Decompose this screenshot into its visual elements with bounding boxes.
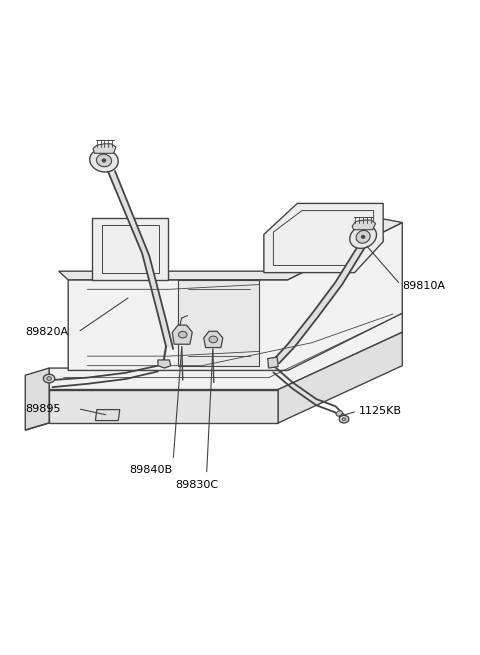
Ellipse shape	[102, 159, 106, 162]
Polygon shape	[352, 220, 375, 230]
Polygon shape	[268, 357, 278, 368]
Polygon shape	[96, 409, 120, 421]
Polygon shape	[93, 143, 116, 153]
Polygon shape	[59, 215, 402, 280]
Ellipse shape	[336, 411, 342, 416]
Polygon shape	[278, 332, 402, 423]
Ellipse shape	[356, 231, 370, 243]
Text: 89810A: 89810A	[402, 281, 445, 291]
Ellipse shape	[361, 235, 365, 238]
Text: 89830C: 89830C	[176, 480, 219, 490]
Ellipse shape	[339, 415, 349, 423]
Polygon shape	[158, 360, 171, 368]
Polygon shape	[49, 313, 402, 390]
Polygon shape	[49, 390, 278, 423]
Polygon shape	[25, 368, 49, 430]
Polygon shape	[204, 331, 223, 348]
Ellipse shape	[179, 331, 187, 338]
Polygon shape	[92, 217, 168, 280]
Polygon shape	[273, 246, 365, 364]
Ellipse shape	[90, 149, 118, 172]
Ellipse shape	[43, 374, 55, 383]
Text: 1125KB: 1125KB	[359, 406, 401, 416]
Text: 89840B: 89840B	[129, 464, 172, 475]
Polygon shape	[68, 223, 402, 371]
Ellipse shape	[47, 377, 51, 381]
Ellipse shape	[96, 154, 111, 167]
Polygon shape	[178, 280, 259, 365]
Polygon shape	[172, 325, 192, 345]
Ellipse shape	[209, 336, 217, 343]
Polygon shape	[264, 204, 383, 272]
Text: 89895: 89895	[25, 403, 61, 413]
Text: 89820A: 89820A	[25, 328, 68, 337]
Polygon shape	[108, 170, 173, 349]
Ellipse shape	[350, 225, 376, 248]
Ellipse shape	[342, 418, 346, 421]
